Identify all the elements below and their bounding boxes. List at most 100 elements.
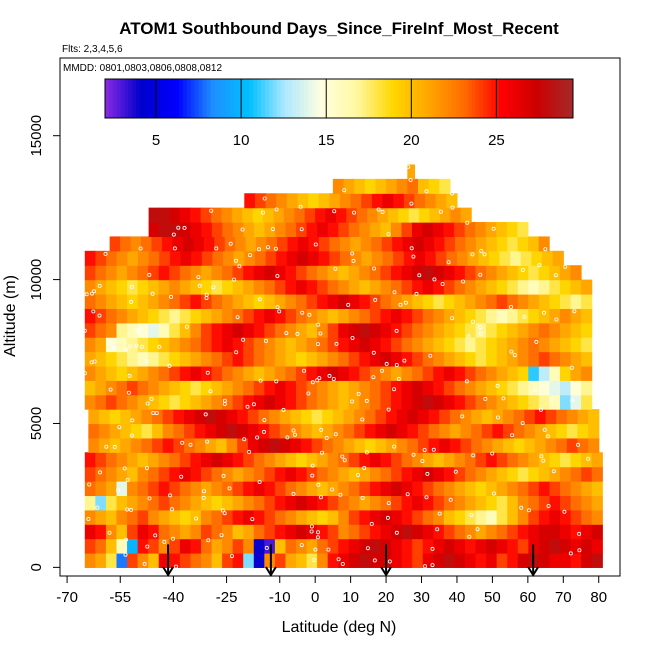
observation-point [173, 564, 178, 569]
heatmap-cell [127, 380, 139, 396]
heatmap-cell [308, 250, 320, 266]
heatmap-cell [507, 394, 519, 410]
heatmap-cell [408, 207, 420, 223]
observation-point [142, 561, 147, 566]
heatmap-cell [295, 293, 308, 309]
heatmap-cell [338, 394, 350, 410]
observation-point [394, 328, 399, 333]
heatmap-cell [169, 466, 181, 482]
observation-point [569, 365, 574, 370]
heatmap-cell [407, 164, 416, 180]
heatmap-cell [538, 552, 551, 568]
heatmap-cell [338, 337, 350, 353]
heatmap-cell [375, 437, 387, 453]
observation-point [235, 315, 240, 320]
heatmap-cell [456, 250, 469, 266]
heatmap-cell [528, 337, 540, 353]
heatmap-cell [454, 265, 466, 281]
observation-point [122, 466, 127, 471]
heatmap-cell [148, 495, 160, 511]
observation-point [316, 482, 321, 487]
observation-point [318, 495, 323, 500]
heatmap-cell [486, 509, 498, 525]
colorbar-segment [335, 79, 340, 118]
heatmap-cell [194, 437, 206, 453]
heatmap-cell [481, 423, 493, 439]
heatmap-cell [517, 538, 529, 554]
heatmap-cell [570, 279, 582, 295]
observation-point [157, 344, 162, 349]
heatmap-cell [346, 207, 358, 223]
y-tick-label: 10000 [28, 259, 45, 301]
heatmap-cell [517, 524, 529, 540]
heatmap-cell [507, 351, 519, 367]
heatmap-cell [105, 481, 118, 497]
heatmap-cell [105, 552, 118, 568]
heatmap-cell [329, 236, 341, 252]
heatmap-cell [306, 322, 318, 338]
heatmap-cell [245, 236, 257, 252]
heatmap-cell [137, 495, 149, 511]
observation-point [394, 362, 399, 367]
observation-point [201, 489, 206, 494]
observation-point [351, 258, 356, 263]
heatmap-cell [127, 322, 139, 338]
observation-point [310, 473, 315, 478]
heatmap-cell [577, 423, 589, 439]
y-axis-label: Altitude (m) [2, 275, 19, 357]
colorbar-segment [159, 79, 164, 118]
heatmap-cell [433, 293, 445, 309]
heatmap-cell [354, 409, 366, 425]
colorbar-segment [190, 79, 196, 118]
heatmap-cell [570, 538, 582, 554]
heatmap-cell [591, 509, 603, 525]
heatmap-cell [422, 466, 434, 482]
heatmap-cell [243, 351, 255, 367]
observation-point [360, 495, 365, 500]
heatmap-cell [538, 265, 550, 281]
observation-point [371, 375, 376, 380]
observation-point [386, 407, 391, 412]
heatmap-cell [464, 552, 477, 568]
observation-point [258, 378, 263, 383]
heatmap-cell [285, 337, 297, 353]
heatmap-cell [570, 481, 582, 497]
heatmap-cell [200, 509, 213, 525]
heatmap-cell [317, 279, 329, 295]
colorbar-segment [346, 79, 352, 118]
x-tick-label: -55 [109, 589, 131, 606]
heatmap-cell [369, 265, 382, 281]
colorbar-tick-label: 20 [403, 132, 420, 149]
heatmap-cell [570, 394, 582, 410]
heatmap-cell [322, 409, 334, 425]
heatmap-cell [211, 394, 223, 410]
heatmap-cell [95, 538, 107, 554]
heatmap-cell [391, 351, 403, 367]
heatmap-cell [84, 452, 96, 468]
heatmap-cell [243, 394, 255, 410]
heatmap-cell [348, 552, 360, 568]
observation-point [450, 316, 455, 321]
heatmap-cell [507, 509, 519, 525]
observation-point [422, 447, 427, 452]
heatmap-cell [116, 380, 128, 396]
heatmap-cell [84, 481, 96, 497]
observation-point [247, 253, 252, 258]
heatmap-cell [391, 495, 403, 511]
observation-point [350, 335, 355, 340]
heatmap-cell [222, 322, 234, 338]
heatmap-cell [327, 322, 339, 338]
heatmap-cell [549, 394, 561, 410]
heatmap-cell [422, 322, 434, 338]
heatmap-cell [84, 250, 97, 266]
heatmap-cell [496, 552, 508, 568]
heatmap-cell [506, 222, 518, 238]
observation-point [162, 539, 167, 544]
heatmap-cell [232, 222, 245, 238]
heatmap-cell [222, 394, 234, 410]
heatmap-cell [253, 308, 265, 324]
heatmap-cell [232, 552, 244, 568]
heatmap-cell [286, 193, 299, 209]
heatmap-cell [443, 265, 455, 281]
